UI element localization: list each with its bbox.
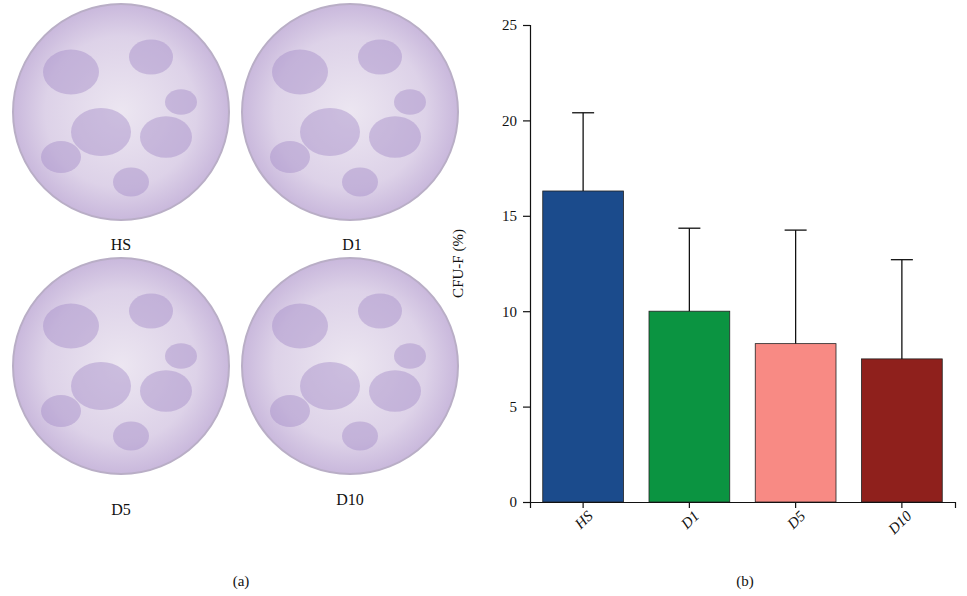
bar bbox=[755, 344, 836, 502]
tick: 25 bbox=[502, 17, 530, 33]
error-cap bbox=[891, 259, 913, 260]
bar bbox=[862, 359, 943, 502]
tick: HS bbox=[571, 502, 596, 533]
colony bbox=[41, 395, 81, 427]
image-panel: HS D1 D5 D10 bbox=[13, 4, 458, 518]
dish: D10 bbox=[242, 258, 458, 508]
tick: D5 bbox=[783, 502, 808, 533]
x-axis: HS D1 D5 D10 bbox=[531, 502, 956, 538]
tick: 10 bbox=[502, 304, 530, 320]
colony bbox=[43, 304, 99, 349]
tick-mark bbox=[523, 25, 530, 26]
colony bbox=[342, 168, 378, 197]
y-axis-title: CFU-F (%) bbox=[450, 229, 467, 298]
dish-plate bbox=[13, 4, 229, 220]
tick: 20 bbox=[502, 113, 530, 129]
axis-line bbox=[523, 26, 531, 503]
dish-plate bbox=[242, 4, 458, 220]
colony bbox=[165, 89, 197, 115]
colony bbox=[140, 116, 192, 158]
tick-label: D10 bbox=[884, 507, 915, 538]
colony bbox=[272, 304, 328, 349]
dish-label: D5 bbox=[111, 501, 131, 518]
colony bbox=[43, 50, 99, 95]
y-axis: 0 5 10 15 20 25 bbox=[502, 17, 531, 510]
error-cap bbox=[572, 112, 594, 113]
dish-plate bbox=[242, 258, 458, 474]
error-bar bbox=[678, 228, 700, 311]
tick-mark bbox=[583, 502, 584, 508]
tick: D10 bbox=[884, 502, 915, 538]
dish-label: HS bbox=[111, 236, 131, 253]
dish: D1 bbox=[242, 4, 458, 253]
colony bbox=[358, 293, 402, 328]
tick-mark bbox=[689, 502, 690, 508]
colony bbox=[129, 293, 173, 328]
tick-label: D1 bbox=[677, 508, 702, 533]
colony bbox=[140, 370, 192, 412]
colony bbox=[113, 422, 149, 451]
tick-label: 20 bbox=[502, 113, 517, 129]
tick-mark bbox=[523, 216, 530, 217]
tick-mark bbox=[523, 407, 530, 408]
tick-label: D5 bbox=[783, 507, 808, 532]
tick-label: 25 bbox=[502, 17, 517, 33]
plot-area bbox=[543, 113, 943, 502]
colony bbox=[300, 108, 360, 156]
colony bbox=[71, 362, 131, 410]
error-cap bbox=[678, 228, 700, 229]
tick: 0 bbox=[510, 494, 531, 510]
dish: HS bbox=[13, 4, 229, 253]
error-bar bbox=[891, 260, 913, 359]
error-stem bbox=[901, 260, 902, 359]
colony bbox=[394, 343, 426, 369]
colony bbox=[270, 395, 310, 427]
tick: 15 bbox=[502, 208, 530, 224]
colony bbox=[369, 370, 421, 412]
tick-label: HS bbox=[571, 507, 596, 532]
tick-label: 10 bbox=[502, 304, 517, 320]
colony bbox=[358, 39, 402, 74]
error-cap bbox=[785, 229, 807, 230]
tick-mark bbox=[523, 120, 530, 121]
colony bbox=[113, 168, 149, 197]
colony bbox=[165, 343, 197, 369]
colony bbox=[272, 50, 328, 95]
dish: D5 bbox=[13, 258, 229, 518]
error-stem bbox=[689, 228, 690, 311]
error-bar bbox=[572, 113, 594, 191]
dish-label: D1 bbox=[342, 236, 362, 253]
axis-line bbox=[531, 503, 956, 509]
tick-mark bbox=[795, 502, 796, 508]
tick-mark bbox=[523, 311, 530, 312]
colony bbox=[41, 141, 81, 173]
error-stem bbox=[795, 230, 796, 344]
colony bbox=[71, 108, 131, 156]
panel-label: (b) bbox=[736, 573, 754, 590]
figure: HS D1 D5 D10 (a) 0 5 10 15 20 25 HS D1 D5 D10 CFU-F (%)… bbox=[0, 0, 967, 596]
colony bbox=[369, 116, 421, 158]
colony bbox=[270, 141, 310, 173]
bar bbox=[543, 191, 624, 502]
tick-mark bbox=[523, 502, 530, 503]
tick: 5 bbox=[510, 399, 531, 415]
dish-label: D10 bbox=[336, 491, 364, 508]
dish-plate bbox=[13, 258, 229, 474]
error-bar bbox=[785, 230, 807, 344]
tick-label: 0 bbox=[510, 494, 518, 510]
tick-mark bbox=[901, 502, 902, 508]
colony bbox=[129, 39, 173, 74]
colony bbox=[300, 362, 360, 410]
bar bbox=[649, 311, 730, 502]
colony bbox=[394, 89, 426, 115]
tick-label: 15 bbox=[502, 208, 517, 224]
colony bbox=[342, 422, 378, 451]
panel-label: (a) bbox=[233, 573, 250, 590]
error-stem bbox=[582, 113, 583, 191]
tick: D1 bbox=[677, 502, 702, 533]
tick-label: 5 bbox=[510, 399, 518, 415]
